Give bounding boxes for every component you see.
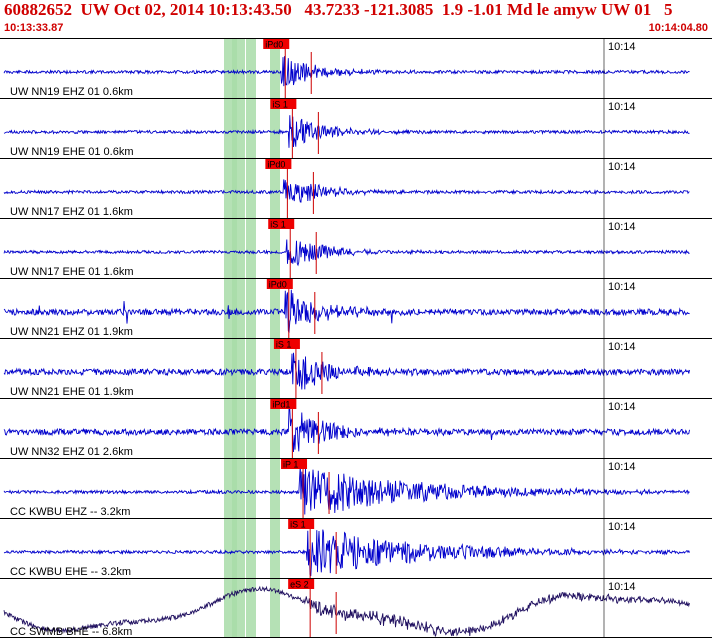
pick-marker: [270, 99, 297, 109]
time-tick-label: 10:14: [608, 581, 636, 593]
time-tick-label: 10:14: [608, 341, 636, 353]
channel-label: UW NN17 EHE 01 1.6km: [10, 266, 133, 278]
channel-label: UW NN21 EHE 01 1.9km: [10, 386, 133, 398]
pick-marker: [288, 579, 315, 589]
pick-marker: [288, 519, 315, 529]
event-title: 60882652 UW Oct 02, 2014 10:13:43.50 43.…: [4, 0, 673, 19]
pick-marker: [266, 279, 293, 289]
waveform-trace: [3, 115, 690, 148]
waveform-trace: [3, 408, 690, 453]
channel-label: UW NN17 EHZ 01 1.6km: [10, 206, 133, 218]
waveform-trace: [3, 352, 690, 390]
trace-panel-8: iS 1 10:14 CC KWBU EHE -- 3.2km: [0, 518, 712, 578]
pick-marker: [263, 39, 290, 49]
channel-label: UW NN21 EHZ 01 1.9km: [10, 326, 133, 338]
time-tick-label: 10:14: [608, 281, 636, 293]
start-time: 10:13:33.87: [4, 22, 64, 34]
waveform-trace: [3, 179, 690, 203]
channel-label: CC KWBU EHE -- 3.2km: [10, 566, 131, 578]
channel-label: CC SWMB BHE -- 6.8km: [10, 626, 132, 638]
waveform-trace: [3, 465, 690, 515]
seismogram-plot: iPd0 10:14 UW NN19 EHZ 01 0.6km iS 1 10:14 UW…: [0, 38, 712, 638]
waveform-trace: [3, 239, 690, 267]
time-tick-label: 10:14: [608, 401, 636, 413]
pick-label: iPd0: [265, 40, 283, 50]
channel-label: CC KWBU EHZ -- 3.2km: [10, 506, 130, 518]
trace-panel-9: eS 2 10:14 CC SWMB BHE -- 6.8km: [0, 578, 712, 638]
time-tick-label: 10:14: [608, 101, 636, 113]
pick-label: iS 1: [276, 340, 292, 350]
pick-label: iS 1: [272, 100, 288, 110]
waveform-trace: [3, 56, 690, 87]
pick-marker: [268, 219, 295, 229]
pick-label: iPd0: [267, 160, 285, 170]
trace-panel-4: iPd0 10:14 UW NN21 EHZ 01 1.9km: [0, 278, 712, 338]
plot-header: 60882652 UW Oct 02, 2014 10:13:43.50 43.…: [0, 0, 712, 38]
trace-panel-3: iS 1 10:14 UW NN17 EHE 01 1.6km: [0, 218, 712, 278]
trace-panel-5: iS 1 10:14 UW NN21 EHE 01 1.9km: [0, 338, 712, 398]
trace-panel-1: iS 1 10:14 UW NN19 EHE 01 0.6km: [0, 98, 712, 158]
trace-panel-2: iPd0 10:14 UW NN17 EHZ 01 1.6km: [0, 158, 712, 218]
pick-label: iP 1: [283, 460, 298, 470]
pick-marker: [273, 339, 300, 349]
waveform-trace: [3, 529, 690, 577]
end-time: 10:14:04.80: [648, 22, 708, 34]
time-tick-label: 10:14: [608, 221, 636, 233]
pick-marker: [265, 159, 292, 169]
trace-panel-7: iP 1 10:14 CC KWBU EHZ -- 3.2km: [0, 458, 712, 518]
pick-label: iPd1: [272, 400, 290, 410]
pick-label: iS 1: [270, 220, 286, 230]
trace-panel-0: iPd0 10:14 UW NN19 EHZ 01 0.6km: [0, 38, 712, 98]
time-tick-label: 10:14: [608, 461, 636, 473]
pick-marker: [281, 459, 308, 469]
trace-panel-6: iPd1 10:14 UW NN32 EHZ 01 2.6km: [0, 398, 712, 458]
pick-label: iPd0: [269, 280, 287, 290]
pick-label: eS 2: [290, 580, 309, 590]
waveform-trace: [3, 289, 690, 333]
waveform-trace: [3, 585, 690, 638]
channel-label: UW NN32 EHZ 01 2.6km: [10, 446, 133, 458]
time-tick-label: 10:14: [608, 161, 636, 173]
channel-label: UW NN19 EHZ 01 0.6km: [10, 86, 133, 98]
channel-label: UW NN19 EHE 01 0.6km: [10, 146, 133, 158]
time-tick-label: 10:14: [608, 521, 636, 533]
pick-marker: [270, 399, 297, 409]
time-tick-label: 10:14: [608, 41, 636, 53]
pick-label: iS 1: [290, 520, 306, 530]
